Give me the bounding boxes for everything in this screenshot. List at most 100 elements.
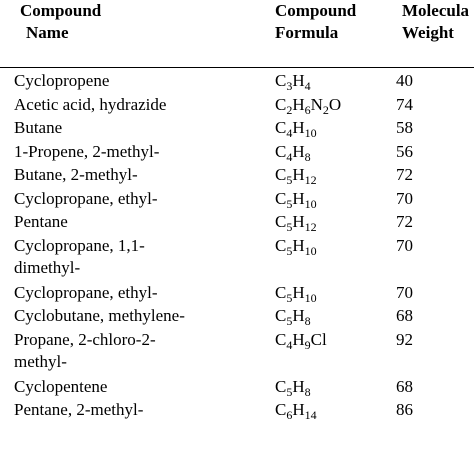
compound-formula: C5H8 [275,376,311,398]
formula-element: C [275,376,287,396]
formula-element: H [292,376,305,396]
compound-name: Cyclopropane, 1,1- dimethyl- [14,235,145,279]
formula-subscript: 3 [286,79,293,93]
compound-name: 1-Propene, 2-methyl- [14,141,159,163]
formula-subscript: 9 [304,337,311,352]
compound-formula: C5H10 [275,188,317,210]
compound-formula: C5H10 [275,282,317,304]
molecular-weight: 72 [396,212,413,231]
compound-name: Propane, 2-chloro-2- methyl- [14,329,156,373]
formula-subscript: 5 [286,243,293,258]
compound-name-line: Acetic acid, hydrazide [14,94,167,114]
formula-subscript: 2 [286,102,293,117]
molecular-weight: 92 [396,329,413,349]
formula-subscript: 4 [286,149,293,164]
header-compound-formula-line1: Compound [275,1,357,20]
formula-subscript: 10 [304,243,317,258]
formula-element: C [275,212,287,231]
formula-element: N [310,94,323,114]
header-molecular-weight-line2: Weight [402,23,454,42]
formula-subscript: 5 [286,173,293,187]
molecular-weight: 70 [396,235,413,255]
header-compound-name-line2: Name [26,23,69,42]
table-row: Pentane, 2-methyl- C6H14 86 [0,399,474,423]
formula-element: C [275,282,287,302]
formula-subscript: 8 [304,149,311,164]
formula-element: H [292,235,305,255]
formula-subscript: 5 [286,314,293,328]
formula-subscript: 14 [304,408,317,422]
table-row: 1-Propene, 2-methyl- C4H8 56 [0,141,474,165]
compound-name: Acetic acid, hydrazide [14,94,166,116]
molecular-weight: 70 [396,282,413,302]
formula-element: H [292,71,305,90]
table-row: Cyclopropane, 1,1- dimethyl- C5H10 70 [0,235,474,277]
compound-name-line: Cyclopentene [14,376,108,396]
table-row: Cyclobutane, methylene- C5H8 68 [0,305,474,329]
compound-name-line: Butane, 2-methyl- [14,165,138,184]
compound-name: Cyclopentene [14,376,107,398]
compound-name: Butane, 2-methyl- [14,164,138,186]
formula-subscript: 8 [304,314,311,328]
molecular-weight: 58 [396,118,413,137]
formula-element: C [275,329,287,349]
compound-name-line: Pentane [14,212,68,231]
formula-element: H [292,306,305,325]
formula-element: H [292,400,305,419]
formula-element: C [275,118,287,137]
molecular-weight: 86 [396,400,413,419]
compound-formula: C4H9Cl [275,329,327,351]
table-row: Cyclopropane, ethyl- C5H10 70 [0,282,474,306]
formula-element: C [275,71,287,90]
compound-name-line: Cyclobutane, methylene- [14,306,185,325]
compound-name-line: Cyclopropene [14,71,110,90]
formula-subscript: 12 [304,173,317,187]
compound-name-line: Propane, 2-chloro-2- [14,329,156,349]
formula-element: C [275,94,287,114]
compound-name-line: Cyclopropane, ethyl- [14,282,158,302]
molecular-weight: 74 [396,94,413,114]
formula-element: H [292,118,305,137]
compound-name-line: Cyclopropane, ethyl- [14,188,158,208]
table-row: Propane, 2-chloro-2- methyl- C4H9Cl 92 [0,329,474,371]
table-row: Butane C4H10 58 [0,117,474,141]
header-molecular-weight: Molecula Weight [402,0,469,44]
header-molecular-weight-line1: Molecula [402,1,470,20]
compound-name-line: Pentane, 2-methyl- [14,400,144,419]
compound-name: Pentane [14,211,68,233]
molecular-weight: 40 [396,71,413,90]
molecular-weight: 56 [396,141,413,161]
table-row: Acetic acid, hydrazide C2H6N2O 74 [0,94,474,118]
compound-name: Cyclopropene [14,70,109,92]
table-row: Butane, 2-methyl- C5H12 72 [0,164,474,188]
compound-formula: C2H6N2O [275,94,341,116]
formula-element: H [292,188,305,208]
formula-subscript: 4 [286,337,293,352]
compound-name-line: dimethyl- [14,257,81,277]
formula-subscript: 5 [286,220,293,234]
compound-formula: C6H14 [275,399,317,421]
formula-subscript: 12 [304,220,317,234]
formula-element: H [292,141,305,161]
compound-name-line: methyl- [14,351,67,371]
formula-subscript: 2 [322,102,329,117]
formula-subscript: 6 [304,102,311,117]
table-row: Cyclopentene C5H8 68 [0,376,474,400]
formula-subscript: 10 [304,196,317,211]
formula-subscript: 10 [304,126,317,140]
formula-element: H [292,329,305,349]
compound-formula: C4H10 [275,117,317,139]
formula-subscript: 8 [304,384,311,399]
compound-name-line: Cyclopropane, 1,1- [14,235,145,255]
molecular-weight: 70 [396,188,413,208]
table-row: Pentane C5H12 72 [0,211,474,235]
header-compound-formula: Compound Formula [275,0,356,44]
header-compound-name: Compound Name [20,0,101,44]
formula-element: C [275,188,287,208]
formula-element: H [292,165,305,184]
compound-name: Cyclopropane, ethyl- [14,282,158,304]
compound-name: Cyclobutane, methylene- [14,305,185,327]
molecular-weight: 72 [396,165,413,184]
formula-element: O [328,94,342,114]
